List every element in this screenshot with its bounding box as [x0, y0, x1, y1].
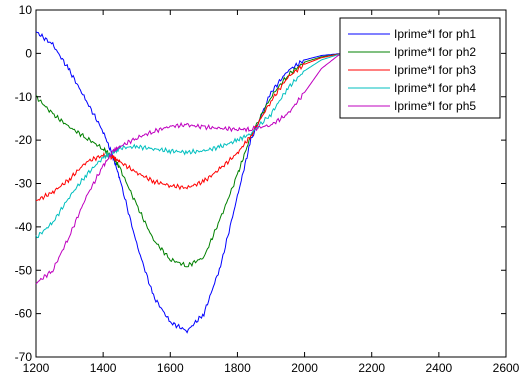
y-tick-label: 0 [25, 46, 32, 60]
y-tick-label: -20 [15, 133, 33, 147]
series-line-ph1 [35, 31, 344, 334]
legend-label-ph1: Iprime*I for ph1 [394, 27, 476, 41]
y-tick-label: -50 [15, 263, 33, 277]
x-tick-label: 1200 [23, 361, 50, 375]
series-line-ph4 [35, 52, 344, 239]
x-tick-label: 1800 [224, 361, 251, 375]
legend-label-ph4: Iprime*I for ph4 [394, 81, 476, 95]
x-tick-label: 1400 [90, 361, 117, 375]
x-tick-label: 2200 [358, 361, 385, 375]
y-tick-label: -40 [15, 220, 33, 234]
legend-label-ph2: Iprime*I for ph2 [394, 45, 476, 59]
y-tick-label: -30 [15, 177, 33, 191]
legend-label-ph5: Iprime*I for ph5 [394, 99, 476, 113]
y-tick-label: -60 [15, 307, 33, 321]
series-line-ph5 [35, 52, 344, 285]
series-layer [35, 31, 344, 334]
x-tick-label: 2000 [291, 361, 318, 375]
x-tick-label: 1600 [157, 361, 184, 375]
y-tick-label: 10 [19, 3, 33, 17]
y-axis: 10 0 -10 -20 -30 -40 -50 -60 -70 [15, 3, 506, 364]
y-tick-label: -70 [15, 350, 33, 364]
series-line-ph2 [35, 52, 344, 268]
legend-label-ph3: Iprime*I for ph3 [394, 63, 476, 77]
series-line-ph3 [35, 52, 344, 202]
x-tick-label: 2400 [426, 361, 453, 375]
legend-box [339, 17, 501, 119]
legend: Iprime*I for ph1 Iprime*I for ph2 Iprime*I… [339, 17, 501, 119]
y-tick-label: -10 [15, 90, 33, 104]
x-axis: 1200 1400 1600 1800 2000 2200 2400 2600 [23, 10, 520, 375]
x-tick-label: 2600 [493, 361, 520, 375]
